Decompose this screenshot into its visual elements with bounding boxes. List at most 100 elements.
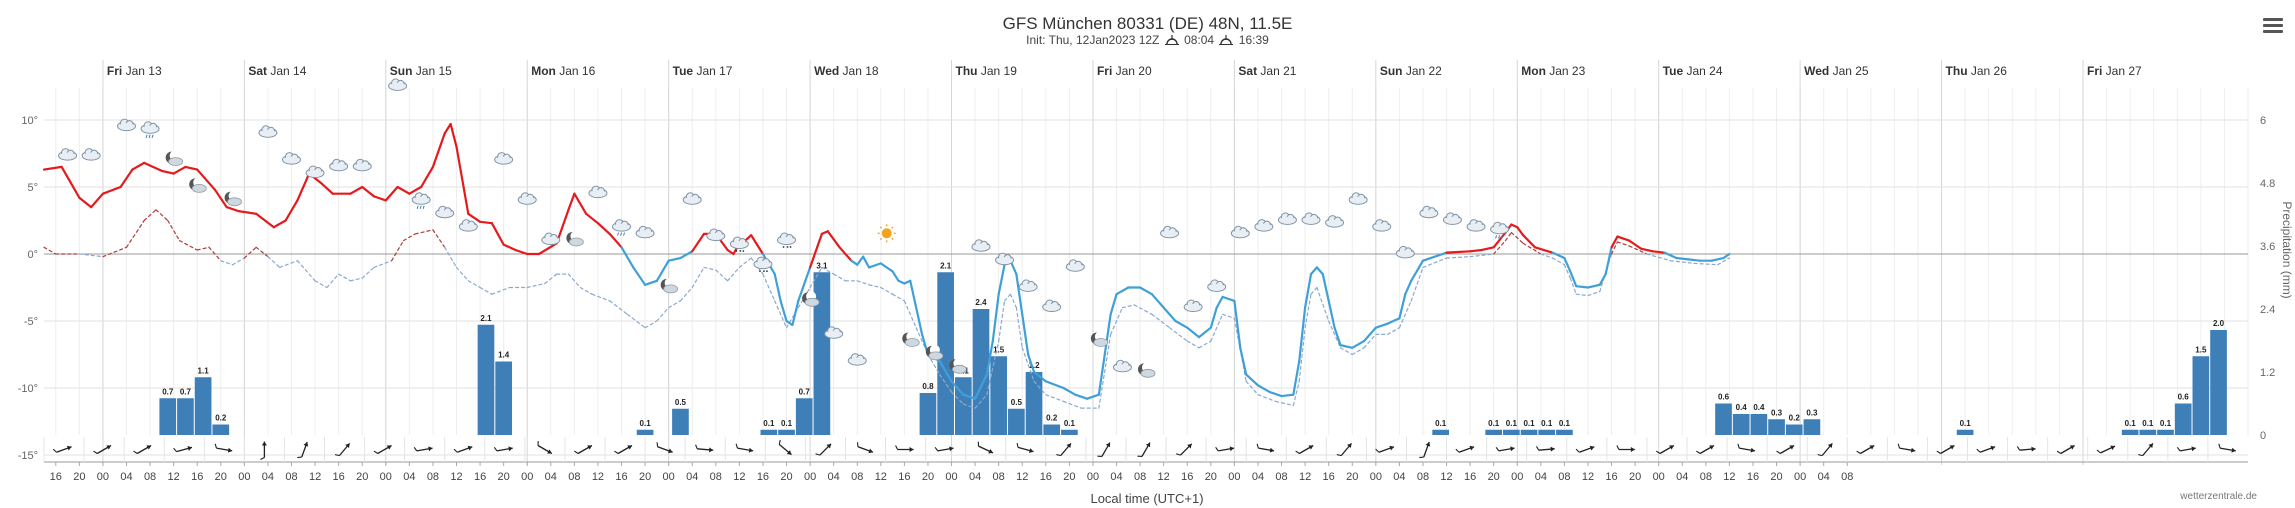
wind-arrow-icon xyxy=(656,442,673,454)
temperature-line-segment xyxy=(1239,346,1248,376)
hour-label: 00 xyxy=(1653,471,1665,483)
temperature-line-segment xyxy=(490,222,505,246)
dewpoint-line-segment xyxy=(167,219,181,242)
hour-label: 16 xyxy=(1464,471,1476,483)
precip-bar xyxy=(672,408,689,435)
temperature-line-segment xyxy=(1492,231,1507,249)
dewpoint-line-segment xyxy=(314,280,328,289)
dewpoint-line-segment xyxy=(1469,253,1495,258)
temperature-line-segment xyxy=(1639,247,1654,253)
wind-arrow-icon xyxy=(1056,442,1072,457)
dewpoint-line-segment xyxy=(1540,253,1554,259)
dewpoint-line-segment xyxy=(455,266,469,282)
temperature-line-segment xyxy=(1115,286,1130,296)
temperature-line-segment xyxy=(502,243,517,252)
wind-arrow-icon xyxy=(1137,442,1151,457)
dewpoint-line-segment xyxy=(1387,327,1401,335)
precip-label: 0.6 xyxy=(1718,393,1730,402)
temperature-line-segment xyxy=(1575,285,1590,289)
hour-label: 08 xyxy=(1558,471,1570,483)
hour-label: 20 xyxy=(356,471,368,483)
cloud-icon xyxy=(847,353,867,366)
precip-bar xyxy=(1732,414,1750,435)
hour-label: 16 xyxy=(1040,471,1052,483)
precip-label: 2.0 xyxy=(2213,319,2225,328)
precip-bar xyxy=(2174,403,2192,435)
precip-bar xyxy=(1538,429,1556,435)
cloud-snow-icon xyxy=(777,232,797,248)
wind-arrow-icon xyxy=(2176,446,2196,452)
temperature-lines xyxy=(42,122,1731,409)
precip-label: 0.1 xyxy=(763,419,775,428)
precip-label: 0.7 xyxy=(799,387,811,396)
cloud-icon xyxy=(81,148,101,161)
precip-label: 0.4 xyxy=(1736,403,1748,412)
dewpoint-line-segment xyxy=(1292,380,1300,407)
wind-arrow-icon xyxy=(133,444,152,455)
cloud-icon xyxy=(1419,205,1439,219)
hour-label: 00 xyxy=(1794,471,1806,483)
dewpoint-line-segment xyxy=(143,209,157,222)
temperature-line-segment xyxy=(1027,353,1036,374)
dewpoint-line-segment xyxy=(296,260,316,282)
cloud-icon xyxy=(117,118,137,132)
hour-label: 00 xyxy=(945,471,957,483)
grid xyxy=(44,60,2249,465)
temperature-line-segment xyxy=(319,181,334,195)
hour-label: 16 xyxy=(333,471,345,483)
temperature-line-segment xyxy=(514,248,529,256)
hour-label: 20 xyxy=(922,471,934,483)
dewpoint-line-segment xyxy=(626,313,646,329)
right-tick-label: 1.2 xyxy=(2260,367,2275,379)
hour-label: 04 xyxy=(1252,471,1264,483)
cloud-rain-icon xyxy=(612,219,632,236)
cloud-rain-icon xyxy=(140,121,160,138)
wind-arrow-icon xyxy=(695,444,714,453)
wind-arrow-icon xyxy=(1817,442,1833,457)
dewpoint-line-segment xyxy=(1210,313,1224,342)
temperature-line-segment xyxy=(1215,295,1224,309)
dewpoint-line-segment xyxy=(361,266,375,279)
dewpoint-line-segment xyxy=(267,256,281,268)
axes: 10° 5° 0° -5° -10° -15° 6 4.8 3.6 2.4 1.2 0 xyxy=(18,115,2276,462)
temperature-line-segment xyxy=(797,266,812,302)
dewpoint-line-segment xyxy=(43,246,57,255)
x-axis-label: Local time (UTC+1) xyxy=(1090,491,1203,506)
precip-label: 1.2 xyxy=(1028,361,1040,370)
hour-label: 16 xyxy=(50,471,62,483)
dewpoint-line-segment xyxy=(208,246,222,262)
temperature-line-segment xyxy=(467,212,482,223)
temperature-line-segment xyxy=(1710,256,1725,262)
temperature-line-segment xyxy=(1722,252,1731,260)
hour-label: 08 xyxy=(1417,471,1429,483)
temperature-line-segment xyxy=(1085,393,1100,400)
precip-label: 0.1 xyxy=(1541,419,1553,428)
dewpoint-line-segment xyxy=(196,246,210,251)
cloud-rain-icon xyxy=(411,192,431,209)
precip-bar xyxy=(954,377,972,435)
hour-label: 20 xyxy=(215,471,227,483)
temperature-line-segment xyxy=(750,234,765,256)
temperature-line-segment xyxy=(1628,239,1643,250)
temperature-line-segment xyxy=(449,122,458,148)
precip-label: 2.1 xyxy=(480,314,492,323)
dewpoint-line-segment xyxy=(939,374,953,393)
cloud-icon xyxy=(1254,219,1274,232)
day-label: Sun Jan 15 xyxy=(390,64,452,78)
hour-label: 12 xyxy=(1582,471,1594,483)
precip-bar xyxy=(1768,419,1785,435)
temperature-line-segment xyxy=(1245,373,1260,387)
dewpoint-line-segment xyxy=(998,300,1006,342)
cloud-icon xyxy=(1301,212,1321,225)
precip-bar xyxy=(1556,429,1573,435)
precip-label: 0.3 xyxy=(1771,408,1783,417)
hamburger-menu-icon[interactable] xyxy=(2263,18,2283,34)
dewpoint-line-segment xyxy=(467,280,481,289)
left-tick-label: -5° xyxy=(24,316,38,328)
temperature-line-segment xyxy=(455,145,470,215)
right-axis-label: Precipitation (mm) xyxy=(2280,201,2294,298)
dewpoint-line-segment xyxy=(491,286,511,295)
dewpoint-line-segment xyxy=(1398,300,1412,329)
precip-label: 0.1 xyxy=(1523,419,1535,428)
